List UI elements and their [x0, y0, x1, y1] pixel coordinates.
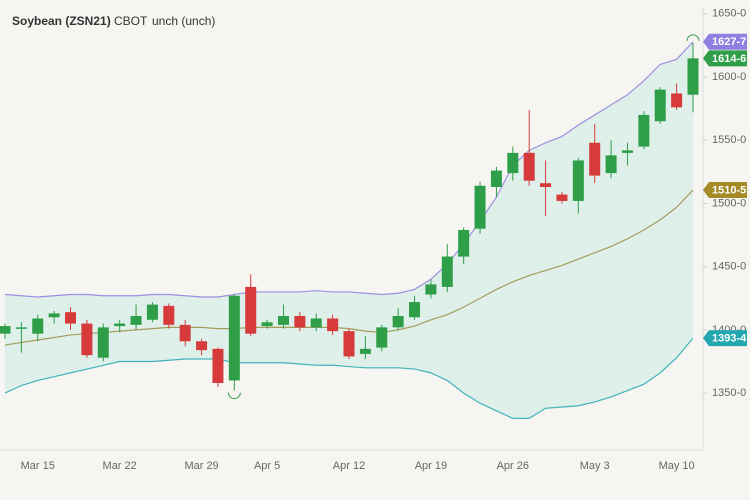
x-tick-label: Mar 29 [184, 460, 218, 472]
candle-body [589, 142, 601, 176]
x-tick-label: Apr 12 [333, 460, 365, 472]
candle-body [0, 326, 11, 334]
y-tick-label: 1600-0 [712, 71, 746, 83]
candle-body [310, 318, 322, 328]
x-tick-label: Apr 5 [254, 460, 280, 472]
candle-body [638, 114, 650, 147]
y-tick-label: 1350-0 [712, 387, 746, 399]
x-tick-label: May 10 [659, 460, 695, 472]
price-tag [703, 330, 747, 347]
price-tag-label: 1393-4 [712, 333, 747, 345]
candle-body [671, 93, 683, 108]
price-tag-label: 1614-6 [712, 53, 746, 65]
price-tag [703, 50, 747, 67]
price-tag [703, 182, 747, 199]
candle-body [163, 305, 175, 325]
x-tick-label: Apr 26 [497, 460, 529, 472]
candle-body [277, 315, 289, 325]
candle-body [376, 327, 388, 348]
price-tag-label: 1510-5 [712, 184, 746, 196]
x-tick-label: Mar 22 [103, 460, 137, 472]
x-tick-label: May 3 [580, 460, 610, 472]
candle-body [212, 348, 224, 383]
candle-body [343, 331, 355, 357]
candle-body [327, 318, 339, 332]
chart-title: Soybean (ZSN21) [12, 14, 111, 28]
candle-body [81, 323, 93, 356]
candle-body [48, 313, 60, 318]
band-fill [5, 41, 693, 419]
candle-body [441, 256, 453, 287]
candle-body [540, 183, 552, 188]
candle-body [556, 194, 568, 201]
candle-body [687, 58, 699, 95]
candle-body [605, 155, 617, 174]
candle-body [294, 315, 306, 328]
candle-body [15, 327, 27, 329]
candle-body [474, 185, 486, 229]
candle-body [392, 315, 404, 328]
y-tick-label: 1650-0 [712, 8, 746, 20]
candle-body [523, 152, 535, 181]
band-line [4, 337, 694, 419]
y-tick-label: 1450-0 [712, 261, 746, 273]
candle-body [409, 302, 421, 318]
x-tick-label: Apr 19 [415, 460, 447, 472]
candle-body [196, 341, 208, 351]
candle-body [458, 230, 470, 257]
price-tag-label: 1627-7 [712, 36, 746, 48]
price-tag [703, 33, 747, 50]
x-tick-label: Mar 15 [21, 460, 55, 472]
change: unch (unch) [152, 14, 215, 28]
candle-body [65, 312, 77, 324]
y-tick-label: 1550-0 [712, 134, 746, 146]
candle-body [572, 160, 584, 201]
candle-body [32, 318, 44, 334]
candle-body [261, 322, 273, 327]
candle-body [654, 89, 666, 122]
high-marker [686, 34, 700, 41]
candle-body [114, 323, 126, 327]
candle-body [146, 304, 158, 320]
candle-body [507, 152, 519, 174]
candle-body [228, 295, 240, 381]
candle-body [179, 324, 191, 342]
candle-body [425, 284, 437, 295]
low-marker [227, 392, 241, 400]
candle-body [97, 327, 109, 358]
candle-body [359, 348, 371, 354]
band-line [4, 41, 694, 298]
candle-body [130, 315, 142, 325]
candle-body [245, 286, 257, 334]
exchange: CBOT [114, 14, 148, 28]
candle-body [621, 150, 633, 153]
candle-body [490, 170, 502, 188]
y-tick-label: 1500-0 [712, 197, 746, 209]
